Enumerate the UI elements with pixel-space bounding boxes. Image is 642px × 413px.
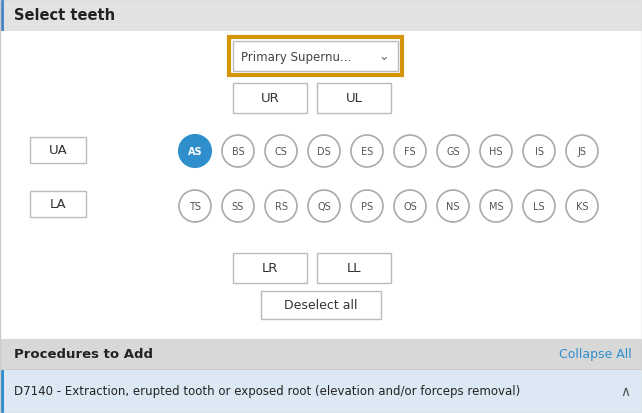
Text: Deselect all: Deselect all	[284, 299, 358, 312]
Text: RS: RS	[275, 202, 288, 211]
Text: Select teeth: Select teeth	[14, 9, 115, 24]
Text: FS: FS	[404, 147, 416, 157]
Text: QS: QS	[317, 202, 331, 211]
FancyBboxPatch shape	[233, 254, 307, 283]
Ellipse shape	[437, 190, 469, 223]
Text: IS: IS	[535, 147, 544, 157]
Text: KS: KS	[576, 202, 588, 211]
Text: LA: LA	[49, 198, 66, 211]
FancyBboxPatch shape	[0, 369, 642, 413]
Text: Primary Supernu...: Primary Supernu...	[241, 50, 351, 63]
FancyBboxPatch shape	[317, 254, 391, 283]
Text: JS: JS	[578, 147, 587, 157]
FancyBboxPatch shape	[0, 339, 642, 369]
Ellipse shape	[351, 190, 383, 223]
Text: UR: UR	[261, 92, 279, 105]
Ellipse shape	[566, 136, 598, 168]
FancyBboxPatch shape	[233, 84, 307, 114]
Text: D7140 - Extraction, erupted tooth or exposed root (elevation and/or forceps remo: D7140 - Extraction, erupted tooth or exp…	[14, 385, 520, 398]
Ellipse shape	[179, 190, 211, 223]
Ellipse shape	[265, 190, 297, 223]
FancyBboxPatch shape	[317, 84, 391, 114]
Text: UA: UA	[49, 144, 67, 157]
Text: ES: ES	[361, 147, 373, 157]
FancyBboxPatch shape	[0, 0, 4, 32]
Ellipse shape	[566, 190, 598, 223]
FancyBboxPatch shape	[30, 192, 86, 218]
FancyBboxPatch shape	[233, 42, 398, 72]
FancyBboxPatch shape	[0, 369, 4, 413]
Text: ∧: ∧	[620, 384, 630, 398]
Ellipse shape	[308, 136, 340, 168]
Ellipse shape	[523, 136, 555, 168]
Text: ⌄: ⌄	[379, 50, 389, 63]
Ellipse shape	[394, 190, 426, 223]
Text: LS: LS	[534, 202, 545, 211]
Text: AS: AS	[187, 147, 202, 157]
Ellipse shape	[437, 136, 469, 168]
Ellipse shape	[222, 190, 254, 223]
Ellipse shape	[480, 190, 512, 223]
Text: SS: SS	[232, 202, 244, 211]
Text: PS: PS	[361, 202, 373, 211]
Text: OS: OS	[403, 202, 417, 211]
Ellipse shape	[523, 190, 555, 223]
Text: HS: HS	[489, 147, 503, 157]
Text: BS: BS	[232, 147, 245, 157]
Ellipse shape	[179, 136, 211, 168]
Text: UL: UL	[345, 92, 363, 105]
Text: LR: LR	[262, 262, 278, 275]
Text: LL: LL	[347, 262, 361, 275]
Text: GS: GS	[446, 147, 460, 157]
Text: CS: CS	[275, 147, 288, 157]
Text: MS: MS	[489, 202, 503, 211]
Text: TS: TS	[189, 202, 201, 211]
Text: NS: NS	[446, 202, 460, 211]
Ellipse shape	[480, 136, 512, 168]
FancyBboxPatch shape	[30, 138, 86, 164]
Ellipse shape	[222, 136, 254, 168]
Ellipse shape	[351, 136, 383, 168]
Text: Collapse All: Collapse All	[559, 348, 632, 361]
FancyBboxPatch shape	[0, 0, 642, 32]
Ellipse shape	[265, 136, 297, 168]
Ellipse shape	[308, 190, 340, 223]
Ellipse shape	[394, 136, 426, 168]
Text: DS: DS	[317, 147, 331, 157]
FancyBboxPatch shape	[261, 291, 381, 319]
Text: Procedures to Add: Procedures to Add	[14, 348, 153, 361]
